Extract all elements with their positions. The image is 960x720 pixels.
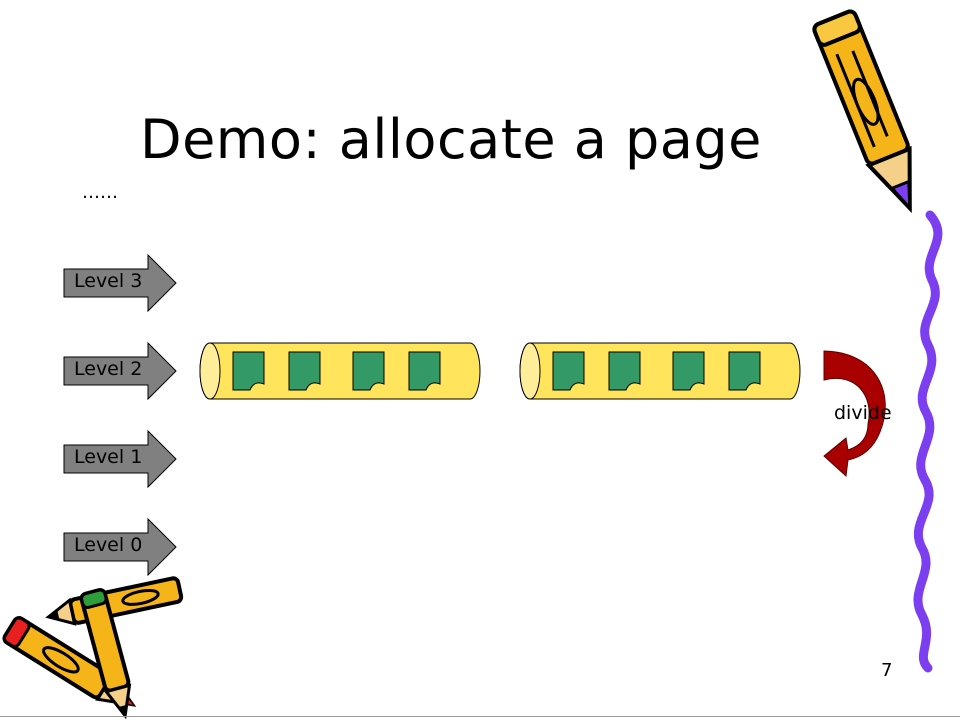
level-arrow [63,341,177,401]
page-icon [232,351,265,391]
level-label: Level 3 [74,270,143,292]
page-icon [408,351,441,391]
level-label: Level 2 [74,358,143,380]
level-label: Level 1 [74,446,143,468]
page-icon [728,351,761,391]
curved-arrow-icon [823,350,886,478]
slide-title: Demo: allocate a page [140,108,762,171]
page-icon [288,351,321,391]
divide-label: divide [834,402,892,424]
page-icon [552,351,585,391]
footer-divider [0,716,960,717]
squiggle-icon [913,210,943,673]
pencil-icon [812,9,912,214]
pencil-icon [79,588,132,720]
memory-block [519,342,801,400]
page-icon [608,351,641,391]
level-arrow [63,517,177,577]
level-arrow [63,253,177,313]
level-label: Level 0 [74,534,143,556]
page-icon [672,351,705,391]
memory-block [199,342,481,400]
level-arrow [63,429,177,489]
ellipsis-text: …… [82,182,118,203]
page-number: 7 [881,660,893,681]
page-icon [352,351,385,391]
